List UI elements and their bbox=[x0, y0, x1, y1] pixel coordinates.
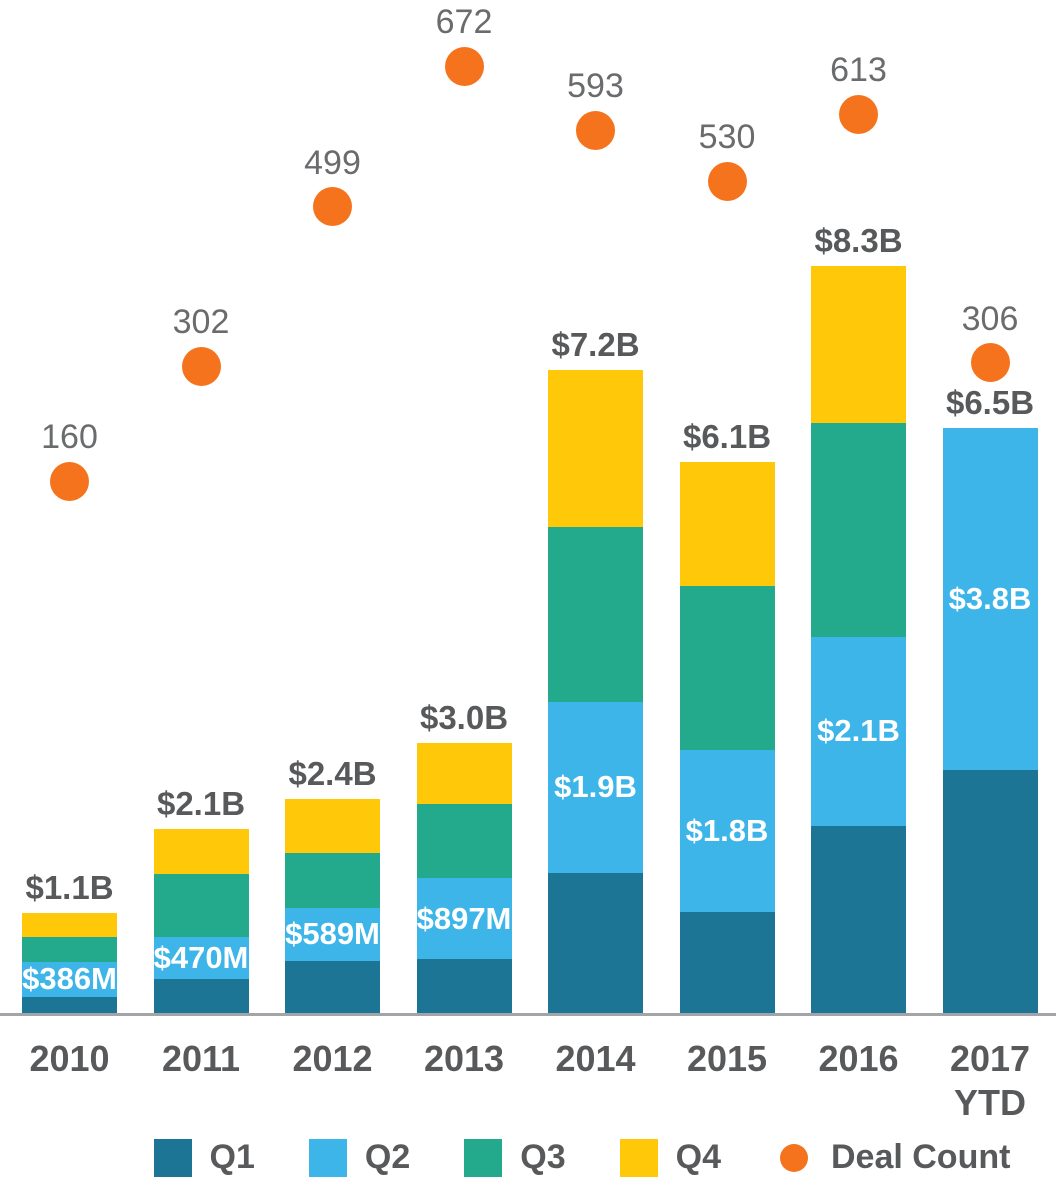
bar-total-label-2016: $8.3B bbox=[814, 222, 903, 259]
bar-2012-q2-segment bbox=[285, 907, 380, 961]
bar-2012-q3-segment bbox=[285, 852, 380, 908]
deal-count-dot-2015 bbox=[707, 161, 747, 201]
bar-2011-q4-segment bbox=[153, 828, 249, 874]
bar-2010-q2-segment bbox=[22, 962, 117, 997]
deal-count-dot-2010 bbox=[50, 461, 89, 501]
bar-2013-q4-segment bbox=[416, 743, 512, 805]
deal-count-dot-2017-ytd bbox=[970, 343, 1010, 383]
bar-2014-q3-segment bbox=[548, 527, 643, 702]
x-tick-line: 2010 bbox=[29, 1038, 110, 1079]
bar-2015-q2-segment bbox=[679, 750, 775, 913]
x-tick-line: 2016 bbox=[818, 1038, 899, 1079]
bar-2011-q2-segment bbox=[153, 936, 249, 979]
legend-label-q2: Q2 bbox=[364, 1138, 411, 1176]
x-tick-line: 2017 bbox=[949, 1038, 1031, 1079]
q2-value-label-2013: $897M bbox=[416, 900, 512, 936]
x-tick-2013: 2013 bbox=[384, 1037, 544, 1081]
legend-q3-swatch-icon bbox=[464, 1138, 503, 1177]
legend-item-deal-count: Deal Count bbox=[775, 1138, 1010, 1177]
bar-2014-q2-segment bbox=[548, 701, 643, 873]
bar-2017-ytd-q2-segment bbox=[942, 428, 1038, 770]
x-tick-2014: 2014 bbox=[516, 1037, 676, 1081]
bar-total-label-2014: $7.2B bbox=[551, 325, 640, 363]
bar-total-label-2010: $1.1B bbox=[25, 869, 114, 907]
deal-count-dot-2016 bbox=[839, 94, 878, 134]
legend-label-deal-count: Deal Count bbox=[830, 1138, 1011, 1176]
bar-2015-q4-segment bbox=[679, 462, 775, 587]
bar-2013-q3-segment bbox=[416, 804, 512, 879]
bar-2015-q1-segment bbox=[679, 912, 775, 1013]
x-tick-2016: 2016 bbox=[779, 1037, 939, 1081]
x-tick-line: 2015 bbox=[686, 1038, 768, 1079]
bar-total-label-2013: $3.0B bbox=[419, 699, 509, 737]
x-tick-line: 2012 bbox=[292, 1038, 373, 1079]
bar-total-label-2011: $2.1B bbox=[156, 784, 246, 822]
x-tick-2011: 2011 bbox=[121, 1037, 281, 1081]
bar-2015-q3-segment bbox=[679, 586, 775, 751]
deal-count-dot-2012 bbox=[313, 187, 352, 226]
deal-count-label-2014: 593 bbox=[567, 67, 624, 106]
q2-value-label-2011: $470M bbox=[153, 939, 249, 975]
bar-2010-q3-segment bbox=[22, 936, 117, 963]
legend-item-q2: Q2 bbox=[308, 1138, 411, 1177]
bar-2010-q1-segment bbox=[22, 996, 117, 1013]
bar-2011-q3-segment bbox=[153, 873, 249, 937]
legend-q1-swatch-icon bbox=[153, 1138, 192, 1177]
q2-value-label-2015: $1.8B bbox=[685, 813, 769, 849]
bar-total-label-2012: $2.4B bbox=[288, 754, 377, 792]
x-tick-2015: 2015 bbox=[647, 1037, 807, 1081]
deal-count-label-2011: 302 bbox=[172, 303, 230, 342]
q2-value-label-2017-ytd: $3.8B bbox=[948, 581, 1032, 616]
bar-2012-q1-segment bbox=[285, 960, 380, 1013]
bar-2016-q4-segment bbox=[811, 266, 906, 423]
bar-2013-q2-segment bbox=[416, 878, 512, 959]
deal-count-dot-2013 bbox=[444, 46, 484, 86]
bar-2016-q2-segment bbox=[811, 636, 906, 826]
bar-2016-q3-segment bbox=[811, 422, 906, 637]
x-tick-line: 2013 bbox=[423, 1038, 505, 1079]
bar-2014-q4-segment bbox=[548, 369, 643, 527]
x-tick-line: 2014 bbox=[555, 1038, 636, 1079]
q2-value-label-2012: $589M bbox=[285, 916, 380, 952]
deal-count-label-2010: 160 bbox=[41, 418, 98, 457]
deal-count-label-2017-ytd: 306 bbox=[961, 299, 1019, 338]
legend-item-q4: Q4 bbox=[619, 1138, 721, 1177]
bar-2017-ytd-q1-segment bbox=[942, 770, 1038, 1013]
legend-deal-count-dot-icon bbox=[779, 1143, 808, 1172]
x-tick-2012: 2012 bbox=[253, 1037, 413, 1081]
legend-item-q1: Q1 bbox=[153, 1138, 255, 1177]
legend-q4-swatch-icon bbox=[619, 1138, 658, 1177]
x-tick-2017-ytd: 2017 YTD bbox=[910, 1037, 1056, 1125]
legend-q2-swatch-icon bbox=[308, 1138, 347, 1177]
bar-2011-q1-segment bbox=[153, 978, 249, 1013]
x-tick-line: YTD bbox=[954, 1082, 1026, 1123]
bar-2014-q1-segment bbox=[548, 872, 643, 1013]
q2-value-label-2014: $1.9B bbox=[554, 769, 637, 805]
deal-count-label-2012: 499 bbox=[304, 143, 361, 182]
legend-label-q3: Q3 bbox=[520, 1138, 566, 1176]
q2-value-label-2010: $386M bbox=[22, 961, 117, 997]
bar-2010-q4-segment bbox=[22, 913, 117, 937]
x-axis-line bbox=[0, 1013, 1056, 1016]
x-tick-line: 2011 bbox=[161, 1038, 241, 1079]
q2-value-label-2016: $2.1B bbox=[817, 713, 900, 749]
bar-2012-q4-segment bbox=[285, 798, 380, 853]
bar-total-label-2015: $6.1B bbox=[682, 418, 772, 456]
bar-total-label-2017-ytd: $6.5B bbox=[945, 384, 1035, 421]
legend-label-q1: Q1 bbox=[209, 1138, 255, 1176]
bar-2016-q1-segment bbox=[811, 825, 906, 1013]
bar-2013-q1-segment bbox=[416, 959, 512, 1013]
deal-count-label-2016: 613 bbox=[830, 51, 887, 90]
deal-count-label-2013: 672 bbox=[435, 3, 493, 42]
deal-count-label-2015: 530 bbox=[698, 118, 756, 157]
x-tick-2010: 2010 bbox=[0, 1037, 150, 1081]
deal-count-dot-2011 bbox=[181, 346, 221, 386]
legend-label-q4: Q4 bbox=[675, 1138, 721, 1176]
chart-legend: Q1 Q2 Q3 Q4 Deal Count bbox=[54, 1138, 1056, 1177]
legend-item-q3: Q3 bbox=[464, 1138, 566, 1177]
deal-count-dot-2014 bbox=[576, 110, 615, 150]
